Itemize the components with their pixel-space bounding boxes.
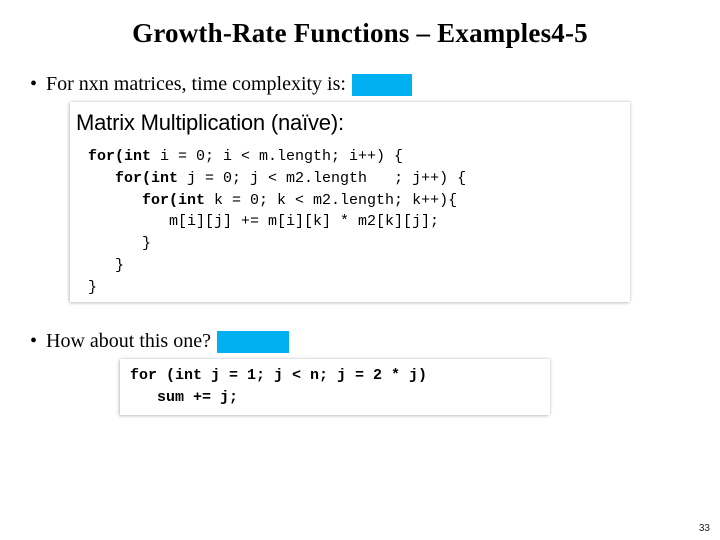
bullet-2-text: How about this one? bbox=[46, 330, 211, 353]
bullet-1-text: For nxn matrices, time complexity is: bbox=[46, 73, 346, 96]
code-example-2-container: for (int j = 1; j < n; j = 2 * j) sum +=… bbox=[120, 359, 690, 415]
code-example-2: for (int j = 1; j < n; j = 2 * j) sum +=… bbox=[120, 359, 550, 415]
page-number: 33 bbox=[699, 523, 710, 534]
code-1-body: for(int i = 0; i < m.length; i++) { for(… bbox=[88, 146, 626, 298]
answer-box-1 bbox=[352, 74, 412, 96]
bullet-2: • How about this one? bbox=[30, 330, 690, 353]
code-1-heading: Matrix Multiplication (naïve): bbox=[76, 110, 626, 136]
bullet-dot: • bbox=[30, 330, 46, 353]
code-2-body: for (int j = 1; j < n; j = 2 * j) sum +=… bbox=[130, 365, 542, 409]
answer-box-2 bbox=[217, 331, 289, 353]
code-example-1-container: Matrix Multiplication (naïve): for(int i… bbox=[70, 102, 690, 302]
code-example-1: Matrix Multiplication (naïve): for(int i… bbox=[70, 102, 630, 302]
bullet-dot: • bbox=[30, 73, 46, 96]
slide-title: Growth-Rate Functions – Examples4-5 bbox=[30, 18, 690, 49]
bullet-1: • For nxn matrices, time complexity is: bbox=[30, 73, 690, 96]
